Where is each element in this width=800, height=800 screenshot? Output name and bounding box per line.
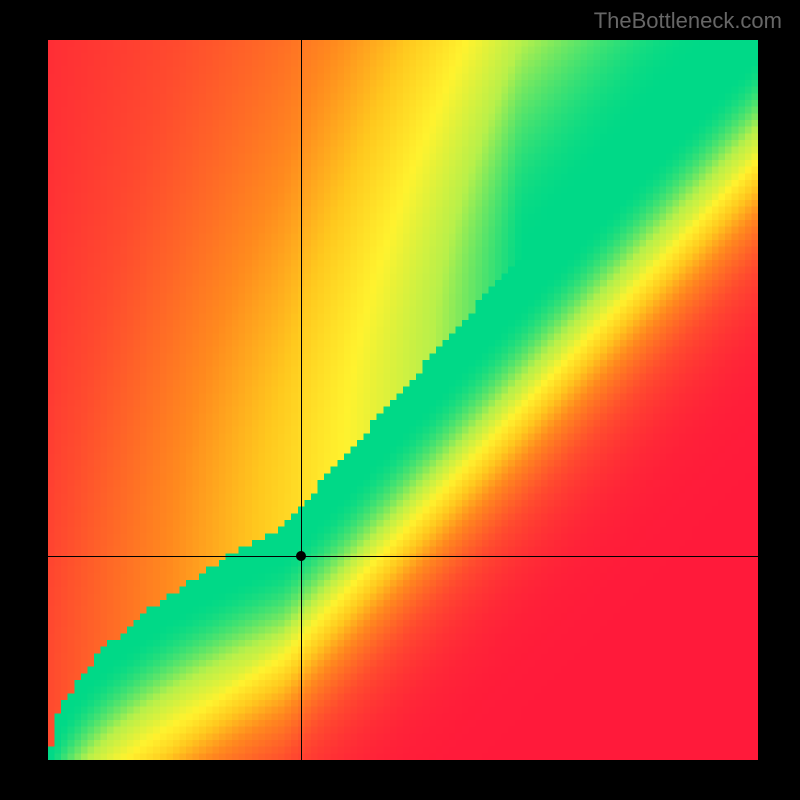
crosshair-marker	[296, 551, 306, 561]
heatmap-plot	[48, 40, 758, 760]
crosshair-vertical	[301, 40, 302, 760]
watermark-text: TheBottleneck.com	[594, 8, 782, 34]
heatmap-canvas	[48, 40, 758, 760]
crosshair-horizontal	[48, 556, 758, 557]
